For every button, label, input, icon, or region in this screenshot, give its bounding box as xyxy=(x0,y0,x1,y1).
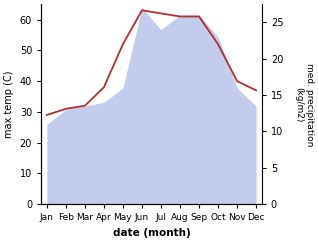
Y-axis label: med. precipitation
(kg/m2): med. precipitation (kg/m2) xyxy=(294,62,314,146)
X-axis label: date (month): date (month) xyxy=(113,228,190,238)
Y-axis label: max temp (C): max temp (C) xyxy=(4,70,14,138)
